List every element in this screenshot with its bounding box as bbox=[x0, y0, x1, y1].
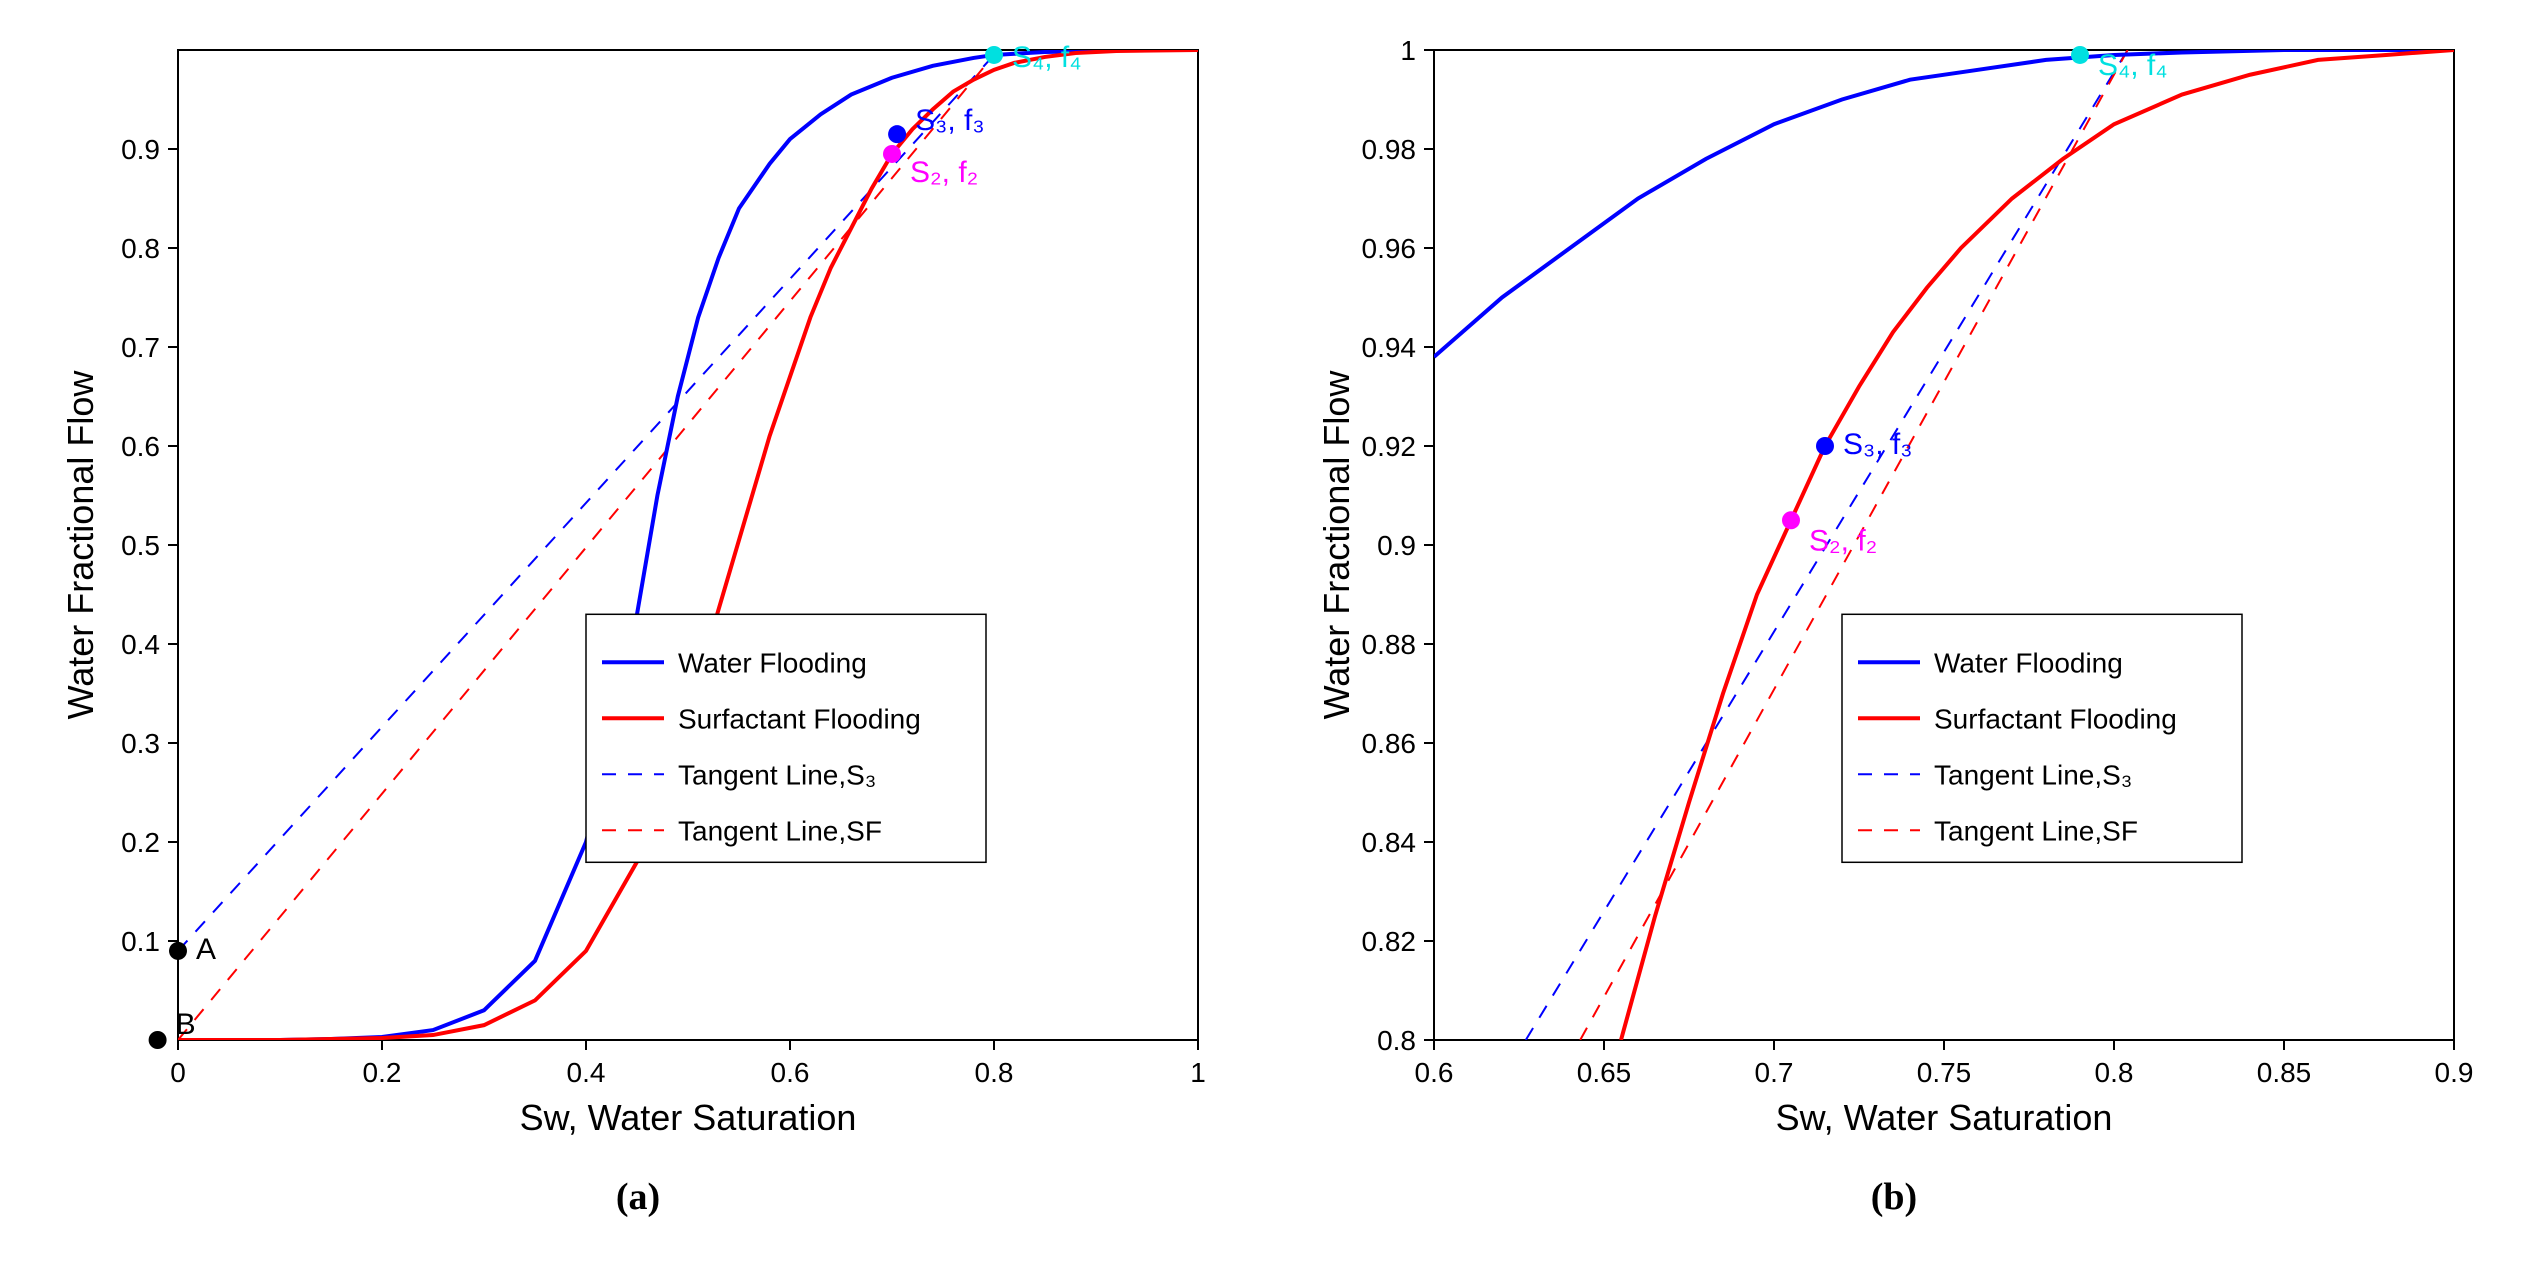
marker-label-s4: S₄, f₄ bbox=[2098, 49, 2168, 82]
legend-label: Tangent Line,S₃ bbox=[678, 759, 876, 790]
chart-a-svg: 0 0.2 0.4 0.6 0.8 1 0.1 0.2 0.3 0.4 0.5 0.6 0.7 0.8 0.… bbox=[48, 20, 1228, 1160]
x-tick-label: 0.85 bbox=[2257, 1057, 2312, 1088]
legend-label: Surfactant Flooding bbox=[678, 703, 921, 734]
subplot-label-a: (a) bbox=[616, 1175, 660, 1219]
plot-box bbox=[178, 50, 1198, 1040]
marker-label-b: B bbox=[176, 1008, 196, 1041]
y-tick-label: 0.7 bbox=[121, 332, 160, 363]
x-tick-label: 0 bbox=[170, 1057, 186, 1088]
marker-s4 bbox=[985, 46, 1003, 64]
marker-label-s2: S₂, f₂ bbox=[1809, 524, 1877, 557]
x-tick-label: 0.2 bbox=[363, 1057, 402, 1088]
legend-label: Tangent Line,S₃ bbox=[1934, 759, 2132, 790]
figure-container: 00.20.40.60.810.10.20.30.40.50.60.70.80.… bbox=[0, 0, 2532, 1272]
x-tick-label: 1 bbox=[1190, 1057, 1206, 1088]
y-tick-label: 0.84 bbox=[1362, 827, 1417, 858]
y-tick-label: 0.82 bbox=[1362, 926, 1417, 957]
y-axis-label: Water Fractional Flow bbox=[1316, 370, 1357, 720]
y-tick-label: 0.5 bbox=[121, 530, 160, 561]
x-tick-label: 0.8 bbox=[975, 1057, 1014, 1088]
marker-s2 bbox=[883, 145, 901, 163]
x-tick-label: 0.9 bbox=[2435, 1057, 2474, 1088]
y-tick-label: 0.86 bbox=[1362, 728, 1417, 759]
marker-s2 bbox=[1782, 511, 1800, 529]
marker-b bbox=[149, 1031, 167, 1049]
y-tick-label: 0.6 bbox=[121, 431, 160, 462]
marker-label-a: A bbox=[196, 933, 216, 966]
y-tick-label: 0.94 bbox=[1362, 332, 1417, 363]
y-tick-label: 0.3 bbox=[121, 728, 160, 759]
y-tick-label: 0.4 bbox=[121, 629, 160, 660]
y-tick-label: 0.1 bbox=[121, 926, 160, 957]
surfactant-flooding-line bbox=[1621, 50, 2454, 1040]
x-tick-label: 0.6 bbox=[771, 1057, 810, 1088]
water-flooding-line bbox=[1434, 50, 2454, 357]
marker-label-s3: S₃, f₃ bbox=[1843, 428, 1912, 461]
tangent-sf-line bbox=[178, 55, 994, 1040]
plot-area-b: 0.6 0.65 0.7 0.75 0.8 0.85 0.9 0.8 0.82 0.84 0.86 0… bbox=[1304, 20, 2484, 1165]
marker-label-s4: S₄, f₄ bbox=[1012, 41, 1082, 74]
y-tick-label: 1 bbox=[1400, 35, 1416, 66]
y-tick-label: 0.2 bbox=[121, 827, 160, 858]
surfactant-flooding-line bbox=[178, 50, 1198, 1040]
chart-b-svg: 0.6 0.65 0.7 0.75 0.8 0.85 0.9 0.8 0.82 0.84 0.86 0… bbox=[1304, 20, 2484, 1160]
x-axis-label: Sw, Water Saturation bbox=[520, 1097, 857, 1138]
y-tick-label: 0.88 bbox=[1362, 629, 1417, 660]
legend-label: Surfactant Flooding bbox=[1934, 703, 2177, 734]
y-tick-label: 0.9 bbox=[121, 134, 160, 165]
subplot-label-b: (b) bbox=[1871, 1175, 1917, 1219]
x-tick-label: 0.4 bbox=[567, 1057, 606, 1088]
legend-label: Tangent Line,SF bbox=[678, 815, 882, 846]
y-tick-label: 0.98 bbox=[1362, 134, 1417, 165]
x-tick-label: 0.65 bbox=[1577, 1057, 1632, 1088]
marker-a bbox=[169, 942, 187, 960]
legend-label: Water Flooding bbox=[678, 647, 867, 678]
panel-b: 0.6 0.65 0.7 0.75 0.8 0.85 0.9 0.8 0.82 0.84 0.86 0… bbox=[1296, 20, 2492, 1252]
x-axis-label: Sw, Water Saturation bbox=[1776, 1097, 2113, 1138]
x-tick-label: 0.75 bbox=[1917, 1057, 1972, 1088]
legend-label: Water Flooding bbox=[1934, 647, 2123, 678]
y-axis-label: Water Fractional Flow bbox=[60, 370, 101, 720]
marker-s3 bbox=[1816, 437, 1834, 455]
y-tick-label: 0.92 bbox=[1362, 431, 1417, 462]
x-tick-label: 0.6 bbox=[1415, 1057, 1454, 1088]
panel-a: 0 0.2 0.4 0.6 0.8 1 0.1 0.2 0.3 0.4 0.5 0.6 0.7 0.8 0.… bbox=[40, 20, 1236, 1252]
marker-label-s2: S₂, f₂ bbox=[910, 156, 978, 189]
marker-s3 bbox=[888, 125, 906, 143]
plot-area-a: 0 0.2 0.4 0.6 0.8 1 0.1 0.2 0.3 0.4 0.5 0.6 0.7 0.8 0.… bbox=[48, 20, 1228, 1165]
y-tick-label: 0.96 bbox=[1362, 233, 1417, 264]
x-tick-label: 0.7 bbox=[1755, 1057, 1794, 1088]
plot-box bbox=[1434, 50, 2454, 1040]
y-tick-label: 0.9 bbox=[1377, 530, 1416, 561]
x-tick-label: 0.8 bbox=[2095, 1057, 2134, 1088]
water-flooding-line bbox=[178, 50, 1198, 1040]
y-tick-label: 0.8 bbox=[121, 233, 160, 264]
legend-label: Tangent Line,SF bbox=[1934, 815, 2138, 846]
marker-s4 bbox=[2071, 46, 2089, 64]
marker-label-s3: S₃, f₃ bbox=[915, 104, 984, 137]
y-tick-label: 0.8 bbox=[1377, 1025, 1416, 1056]
